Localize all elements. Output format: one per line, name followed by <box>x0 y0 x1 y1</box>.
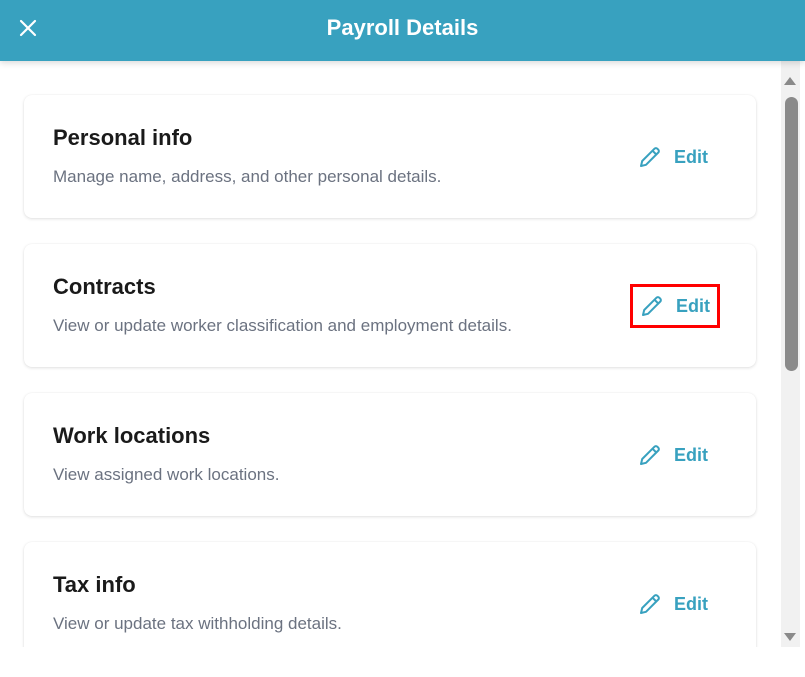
close-button[interactable] <box>16 16 40 40</box>
edit-label: Edit <box>674 146 708 167</box>
pencil-icon <box>640 147 660 167</box>
page-title: Payroll Details <box>326 15 479 40</box>
edit-label: Edit <box>674 444 708 465</box>
close-icon <box>19 19 37 37</box>
scroll-down-arrow-icon[interactable] <box>784 633 796 641</box>
section-title: Work locations <box>53 423 211 448</box>
edit-label: Edit <box>674 593 708 614</box>
section-card-contracts: Contracts View or update worker classifi… <box>24 244 756 367</box>
edit-label: Edit <box>676 295 710 316</box>
edit-work-locations-button[interactable]: Edit <box>638 441 708 469</box>
header: Payroll Details <box>0 0 805 61</box>
section-description: View assigned work locations. <box>53 465 280 484</box>
scroll-up-arrow-icon[interactable] <box>784 77 796 85</box>
section-description: Manage name, address, and other personal… <box>53 167 442 186</box>
section-card-personal-info: Personal info Manage name, address, and … <box>24 95 756 218</box>
scrollbar[interactable] <box>781 61 800 647</box>
section-title: Personal info <box>53 125 193 150</box>
pencil-icon <box>642 296 662 316</box>
pencil-icon <box>640 594 660 614</box>
section-description: View or update worker classification and… <box>53 316 512 335</box>
section-card-work-locations: Work locations View assigned work locati… <box>24 393 756 516</box>
pencil-icon <box>640 445 660 465</box>
edit-contracts-button[interactable]: Edit <box>630 284 720 328</box>
edit-personal-info-button[interactable]: Edit <box>638 143 708 171</box>
scrollbar-thumb[interactable] <box>785 97 798 371</box>
section-card-tax-info: Tax info View or update tax withholding … <box>24 542 756 647</box>
edit-tax-info-button[interactable]: Edit <box>638 590 708 618</box>
sections-list: Personal info Manage name, address, and … <box>0 61 781 647</box>
section-title: Tax info <box>53 572 136 597</box>
section-description: View or update tax withholding details. <box>53 614 342 633</box>
section-title: Contracts <box>53 274 156 299</box>
